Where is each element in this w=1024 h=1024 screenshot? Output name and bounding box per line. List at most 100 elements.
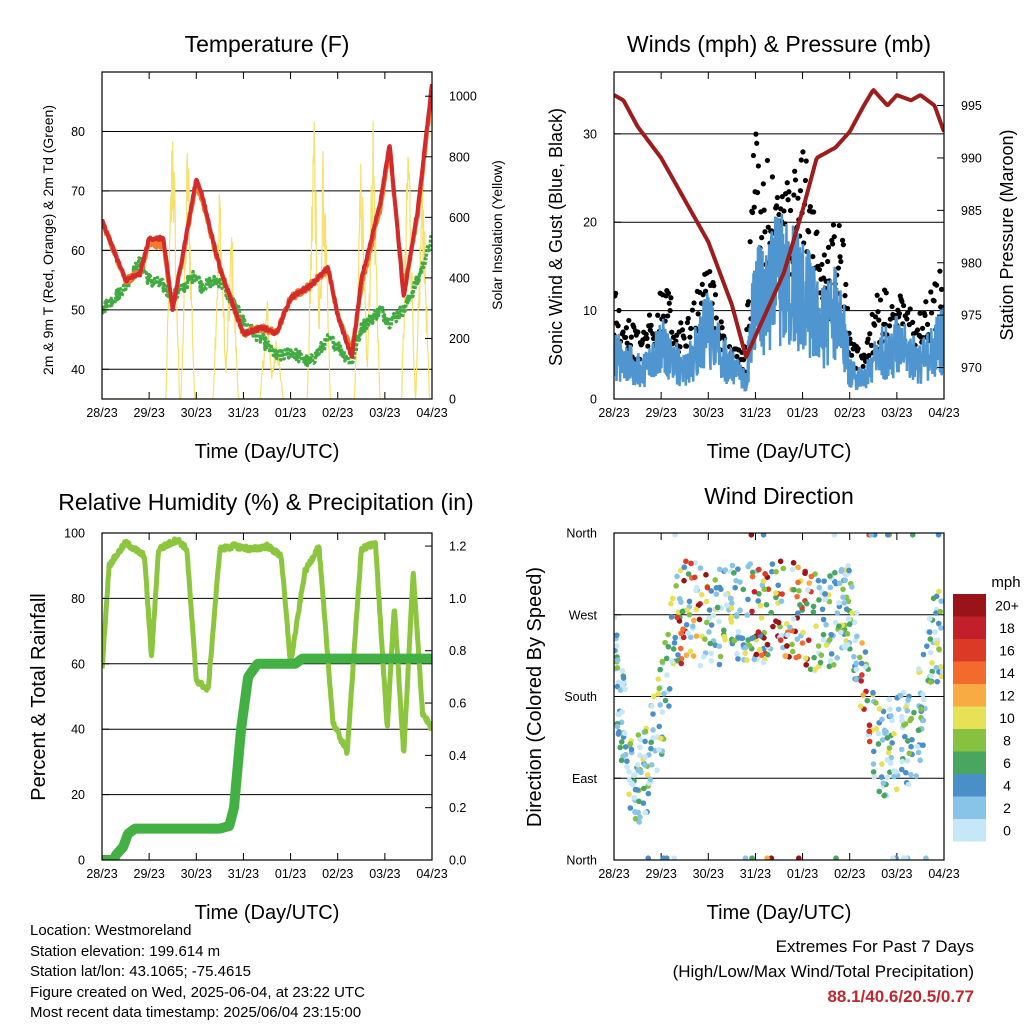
- gust-point: [899, 298, 905, 305]
- direction-point: [693, 606, 700, 613]
- direction-point: [669, 595, 676, 602]
- direction-point: [832, 619, 839, 626]
- direction-point: [691, 574, 698, 581]
- direction-point: [708, 650, 714, 657]
- direction-point: [703, 598, 710, 605]
- direction-point: [908, 715, 915, 722]
- y-tick-label-right: 800: [449, 150, 470, 164]
- gust-point: [666, 300, 672, 306]
- gust-point: [776, 211, 782, 218]
- direction-point: [693, 633, 700, 639]
- direction-point: [773, 590, 779, 596]
- direction-point: [879, 761, 885, 767]
- direction-point: [909, 736, 915, 743]
- y-tick-label-right: 400: [449, 271, 470, 285]
- direction-point: [722, 591, 729, 598]
- direction-point: [816, 597, 822, 603]
- gust-point: [866, 352, 872, 359]
- y-tick-label-right: 0.4: [449, 749, 466, 763]
- colorbar-label: 4: [1003, 777, 1011, 793]
- x-tick-label: 30/23: [181, 406, 212, 420]
- gust-point: [762, 229, 768, 235]
- direction-point: [622, 686, 628, 693]
- gust-point: [667, 308, 673, 314]
- x-tick-label: 31/23: [228, 406, 259, 420]
- direction-point: [765, 586, 772, 593]
- direction-point: [731, 570, 737, 576]
- gust-point: [915, 327, 921, 333]
- direction-point: [627, 805, 634, 811]
- direction-point: [926, 629, 933, 635]
- gust-point: [655, 312, 661, 318]
- y-tick-label-right: 985: [961, 204, 982, 218]
- direction-point: [822, 596, 829, 603]
- extremes-values: 88.1/40.6/20.5/0.77: [827, 987, 974, 1006]
- x-tick-label: 01/23: [787, 867, 818, 881]
- gust-point: [821, 252, 827, 258]
- direction-points: [614, 533, 944, 860]
- direction-point: [708, 622, 715, 628]
- direction-point: [900, 855, 907, 860]
- direction-point: [875, 741, 882, 747]
- plot-clip-group: [102, 536, 432, 860]
- direction-point: [842, 577, 849, 584]
- direction-point: [655, 691, 662, 697]
- direction-point: [930, 595, 937, 602]
- direction-point: [822, 591, 828, 597]
- colorbar-label: 2: [1003, 800, 1011, 816]
- direction-point: [879, 737, 886, 743]
- gust-point: [800, 149, 806, 155]
- direction-point: [756, 646, 763, 653]
- direction-point: [757, 602, 764, 609]
- direction-point: [722, 567, 729, 573]
- direction-point: [648, 762, 655, 768]
- direction-point: [808, 573, 815, 580]
- direction-point: [688, 560, 694, 567]
- direction-point: [703, 572, 709, 578]
- y-tick-label: South: [564, 690, 597, 704]
- winds-ylabel-right: Station Pressure (Maroon): [997, 129, 1017, 340]
- gust-point: [750, 152, 757, 159]
- gust-point: [689, 307, 695, 313]
- direction-point: [920, 717, 927, 724]
- colorbar-label: 16: [999, 642, 1015, 658]
- direction-point: [671, 640, 678, 646]
- direction-point: [820, 631, 827, 638]
- gust-point: [711, 283, 717, 289]
- direction-point: [698, 591, 705, 598]
- direction-point: [873, 726, 880, 732]
- direction-point: [727, 595, 734, 602]
- direction-point: [884, 757, 891, 763]
- direction-point: [795, 610, 801, 616]
- gust-point: [814, 229, 820, 235]
- direction-point: [769, 561, 776, 567]
- gust-point: [750, 209, 756, 216]
- gust-point: [867, 331, 873, 337]
- direction-point: [816, 584, 823, 591]
- direction-point: [626, 791, 632, 798]
- direction-point: [716, 618, 722, 625]
- direction-point: [614, 647, 617, 654]
- direction-point: [818, 652, 825, 658]
- direction-point: [929, 668, 936, 675]
- y-tick-label: 80: [71, 592, 85, 606]
- direction-point: [618, 757, 625, 764]
- gust-point: [761, 207, 767, 213]
- direction-point: [937, 663, 944, 670]
- speed-colorbar: 0 2 4 6 8 10 12 14 16 18 20+: [953, 594, 1019, 842]
- direction-point: [823, 621, 829, 628]
- direction-point: [720, 627, 727, 634]
- direction-point: [764, 855, 770, 860]
- direction-ylabel: Direction (Colored By Speed): [524, 567, 546, 827]
- direction-point: [926, 615, 933, 622]
- direction-point: [828, 631, 835, 638]
- gust-point: [876, 317, 882, 323]
- direction-point: [899, 758, 906, 765]
- plot-frame: [101, 71, 433, 400]
- direction-point: [614, 643, 620, 649]
- gust-point: [874, 292, 880, 298]
- gust-point: [628, 334, 634, 340]
- direction-point: [888, 713, 894, 719]
- direction-point: [884, 774, 891, 781]
